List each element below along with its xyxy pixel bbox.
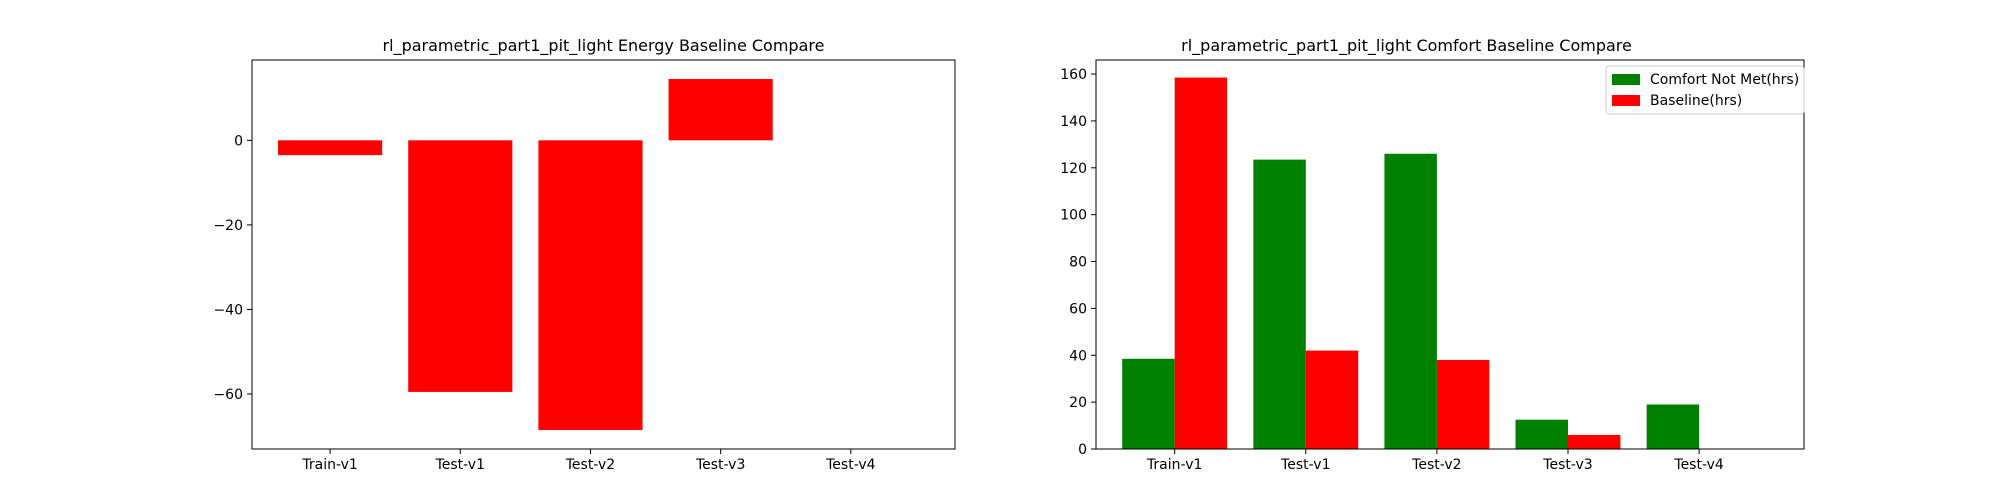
energy-bar-value-test-v3 [668,79,773,141]
energy-plot-frame [251,59,956,450]
comfort-y-axis: 0 20 40 60 80 100 120 140 160 [1060,67,1096,458]
comfort-bar-comfort-not-met-hrs-train-v1 [1122,358,1175,449]
comfort-xtick-label: Test-v4 [1673,457,1724,473]
energy-bar-value-test-v1 [408,140,513,392]
energy-bars [278,79,773,430]
comfort-bar-comfort-not-met-hrs-test-v4 [1646,404,1700,449]
legend-label-comfort-not-met: Comfort Not Met(hrs) [1650,72,1799,88]
comfort-plot-frame [1095,59,1805,450]
energy-ytick-label: −60 [213,387,243,403]
comfort-chart-title: rl_parametric_part1_pit_light Comfort Ba… [1181,36,1632,56]
comfort-ytick-label: 20 [1069,395,1087,411]
energy-chart-title: rl_parametric_part1_pit_light Energy Bas… [383,36,825,56]
comfort-ytick-label: 60 [1069,301,1087,317]
comfort-bar-baseline-hrs-test-v2 [1436,359,1490,449]
comfort-chart: rl_parametric_part1_pit_light Comfort Ba… [1060,36,1805,473]
legend-box [1605,65,1805,115]
comfort-xtick-label: Test-v1 [1280,457,1330,473]
comfort-bar-baseline-hrs-train-v1 [1174,77,1228,449]
legend-swatch-comfort-not-met [1612,74,1640,85]
comfort-bar-comfort-not-met-hrs-test-v1 [1253,159,1306,449]
energy-y-axis: 0 −20 −40 −60 [213,133,252,403]
comfort-ytick-label: 0 [1078,442,1087,458]
comfort-ytick-label: 120 [1060,161,1087,177]
energy-ytick-label: 0 [234,133,243,149]
energy-ytick-label: −40 [213,302,243,318]
energy-xtick-label: Train-v1 [301,457,357,473]
comfort-ytick-label: 40 [1069,348,1087,364]
comfort-xtick-label: Train-v1 [1146,457,1202,473]
comfort-x-axis: Train-v1 Test-v1 Test-v2 Test-v3 Test-v4 [1146,449,1724,473]
comfort-ytick-label: 160 [1060,67,1087,83]
energy-ytick-label: −20 [213,218,243,234]
comfort-bar-comfort-not-met-hrs-test-v2 [1384,153,1437,450]
comfort-bar-baseline-hrs-test-v1 [1305,350,1359,449]
energy-xtick-label: Test-v1 [435,457,485,473]
comfort-ytick-label: 80 [1069,255,1087,271]
energy-bar-value-test-v2 [538,140,643,430]
legend-swatch-baseline [1612,95,1640,106]
comfort-xtick-label: Test-v3 [1542,457,1592,473]
energy-x-axis: Train-v1 Test-v1 Test-v2 Test-v3 Test-v4 [301,449,876,473]
energy-xtick-label: Test-v2 [565,457,615,473]
energy-xtick-label: Test-v4 [825,457,876,473]
comfort-bar-comfort-not-met-hrs-test-v3 [1515,419,1568,449]
comfort-bar-baseline-hrs-test-v3 [1568,434,1621,449]
comfort-xtick-label: Test-v2 [1411,457,1461,473]
energy-chart: rl_parametric_part1_pit_light Energy Bas… [213,36,956,473]
comfort-ytick-label: 100 [1060,208,1087,224]
comfort-ytick-label: 140 [1060,114,1087,130]
energy-bar-value-train-v1 [278,140,383,156]
energy-xtick-label: Test-v3 [695,457,745,473]
legend-label-baseline: Baseline(hrs) [1650,93,1742,109]
comfort-bars [1122,77,1700,450]
comfort-legend: Comfort Not Met(hrs) Baseline(hrs) [1605,65,1805,115]
